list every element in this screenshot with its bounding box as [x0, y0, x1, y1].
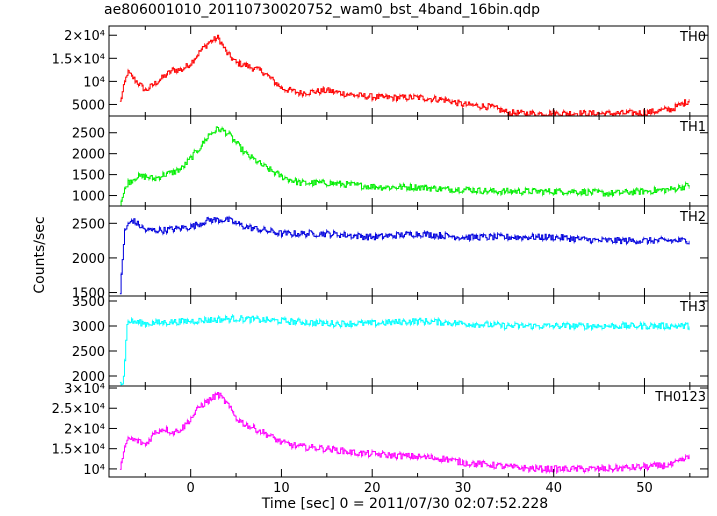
panel-frame: [108, 205, 709, 297]
panel-th0: 5000 10⁴ 1.5×10⁴ 2×10⁴ TH0: [52, 25, 709, 117]
x-tick-label: 30: [455, 481, 472, 496]
series-th0123: [119, 392, 690, 473]
y-axis-title: Counts/sec: [32, 216, 48, 293]
y-tick-label: 2.5×10⁴: [52, 402, 105, 417]
y-tick-label: 2×10⁴: [64, 422, 105, 437]
panel-label: TH0: [679, 30, 706, 45]
y-tick-label: 3500: [72, 295, 105, 310]
x-axis-title: Time [sec] 0 = 2011/07/30 02:07:52.228: [261, 496, 548, 512]
panel-th0123: 10⁴ 1.5×10⁴ 2×10⁴ 2.5×10⁴ 3×10⁴ TH0123: [52, 382, 709, 478]
error-bars: [120, 391, 690, 474]
y-tick-label: 10⁴: [83, 75, 105, 90]
x-tick-label: 20: [364, 481, 381, 496]
x-tick-label: 50: [636, 481, 653, 496]
panels: 5000 10⁴ 1.5×10⁴ 2×10⁴ TH0 1000 1500 2000 2500 TH…: [52, 25, 709, 478]
series-th3: [119, 315, 690, 385]
panel-label: TH3: [679, 300, 706, 315]
y-tick-label: 2500: [72, 217, 105, 232]
y-tick-label: 3×10⁴: [64, 382, 105, 397]
panel-label: TH0123: [654, 390, 706, 405]
y-tick-label: 5000: [72, 98, 105, 113]
panel-label: TH2: [679, 210, 706, 225]
series-th1: [119, 126, 690, 207]
y-tick-label: 2000: [72, 370, 105, 385]
figure-title: ae806001010_20110730020752_wam0_bst_4ban…: [104, 2, 541, 18]
x-tick-label: 0: [187, 481, 195, 496]
y-tick-label: 2000: [72, 252, 105, 267]
panel-label: TH1: [679, 120, 706, 135]
y-tick-label: 2500: [72, 345, 105, 360]
y-tick-label: 1.5×10⁴: [52, 52, 105, 67]
y-tick-label: 1500: [72, 287, 105, 302]
y-tick-label: 2500: [72, 127, 105, 142]
y-tick-label: 2000: [72, 148, 105, 163]
panel-frame: [108, 295, 709, 387]
y-tick-label: 2×10⁴: [64, 29, 105, 44]
x-tick-label: 10: [273, 481, 290, 496]
y-tick-label: 1500: [72, 169, 105, 184]
panel-frame: [108, 115, 709, 207]
y-tick-label: 1.5×10⁴: [52, 443, 105, 458]
x-axis: 0 10 20 30 40 50: [187, 481, 653, 496]
error-bars: [120, 126, 690, 204]
y-tick-label: 3000: [72, 320, 105, 335]
panel-th1: 1000 1500 2000 2500 TH1: [72, 115, 709, 207]
panel-th3: 2000 2500 3000 3500 TH3: [72, 295, 709, 387]
series-th2: [119, 216, 690, 295]
y-tick-label: 10⁴: [83, 463, 105, 478]
error-bars: [120, 215, 690, 277]
panel-th2: 1500 2000 2500 TH2: [72, 205, 709, 302]
panel-frame: [108, 385, 709, 478]
panel-frame: [108, 25, 709, 117]
y-tick-label: 1000: [72, 190, 105, 205]
x-tick-label: 40: [545, 481, 562, 496]
series-th0: [119, 34, 690, 117]
